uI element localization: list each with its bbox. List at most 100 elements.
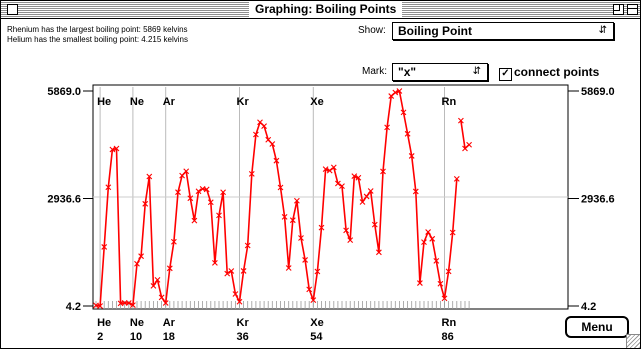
resize-grow-box[interactable]	[626, 334, 640, 348]
point-mark	[429, 235, 436, 242]
show-label: Show:	[358, 25, 386, 36]
bottom-element-symbol: Rn	[442, 317, 457, 329]
show-popup-value: Boiling Point	[398, 24, 472, 38]
y-tick-label: 2936.6	[47, 194, 81, 206]
point-mark	[138, 253, 144, 260]
point-mark	[400, 109, 407, 116]
point-mark	[130, 302, 136, 309]
point-mark	[175, 189, 181, 196]
zoom-box[interactable]	[613, 4, 624, 15]
top-element-label: Ne	[130, 96, 144, 108]
bottom-element-labels: He 2 Ne 10 Ar 18 Kr 36 Xe 54 Rn 86	[97, 317, 456, 343]
point-mark	[367, 188, 374, 194]
series-line	[95, 90, 458, 307]
point-mark	[179, 172, 185, 179]
bottom-element-number: 10	[130, 331, 142, 343]
y-tick-label: 5869.0	[47, 86, 81, 98]
point-mark	[314, 268, 321, 275]
point-mark	[232, 291, 239, 297]
point-mark	[351, 173, 358, 180]
menu-button[interactable]: Menu	[565, 316, 629, 338]
point-mark	[97, 303, 103, 309]
point-mark	[154, 276, 161, 283]
point-mark	[212, 260, 218, 266]
bottom-element-symbol: Kr	[237, 317, 250, 329]
point-mark	[191, 217, 198, 224]
connect-points-label[interactable]: connect points	[514, 65, 600, 79]
collapse-box[interactable]	[627, 4, 638, 15]
point-mark	[449, 229, 456, 236]
y-tick-label: 5869.0	[581, 86, 615, 98]
largest-info-text: Rhenium has the largest boiling point: 5…	[7, 25, 188, 34]
point-mark	[355, 174, 362, 181]
point-mark	[298, 235, 304, 241]
point-mark	[158, 294, 165, 301]
mark-popup[interactable]: "x" ⇵	[392, 63, 488, 81]
point-mark	[441, 295, 448, 302]
show-popup[interactable]: Boiling Point ⇵	[392, 22, 614, 40]
point-mark	[359, 199, 366, 205]
point-mark	[236, 298, 243, 305]
point-mark	[281, 213, 288, 220]
point-mark	[195, 188, 202, 195]
point-mark	[248, 170, 255, 177]
point-mark	[330, 164, 337, 171]
close-box[interactable]	[7, 4, 18, 15]
point-mark	[253, 131, 259, 138]
point-mark	[458, 117, 464, 124]
point-mark	[392, 89, 399, 96]
connect-points-checkbox[interactable]: ✓	[499, 68, 512, 81]
y-tick-label: 4.2	[581, 301, 596, 313]
bottom-element-number: 2	[97, 331, 103, 343]
point-mark	[380, 168, 386, 175]
bottom-element-number: 86	[442, 331, 454, 343]
bottom-element-symbol: He	[97, 317, 111, 329]
point-mark	[302, 257, 308, 263]
top-element-label: Xe	[310, 96, 323, 108]
point-mark	[228, 268, 235, 274]
point-mark	[240, 268, 247, 274]
point-mark	[310, 297, 317, 303]
point-mark	[269, 141, 276, 147]
point-mark	[244, 242, 251, 249]
point-mark	[171, 238, 177, 245]
check-mark-icon: ✓	[501, 68, 510, 79]
point-mark	[216, 212, 222, 219]
point-mark	[437, 280, 444, 287]
point-mark	[289, 217, 296, 224]
bottom-element-number: 36	[237, 331, 249, 343]
point-mark	[339, 183, 345, 190]
point-mark	[183, 168, 190, 175]
bottom-element-symbol: Ar	[163, 317, 176, 329]
point-mark	[109, 146, 116, 153]
popup-arrows-icon: ⇵	[598, 25, 607, 36]
point-mark	[371, 221, 378, 228]
point-mark	[207, 199, 214, 206]
point-marks	[93, 88, 472, 309]
point-mark	[277, 184, 284, 191]
point-mark	[466, 141, 472, 148]
point-mark	[105, 184, 112, 191]
point-mark	[224, 270, 231, 277]
series-lines	[95, 90, 470, 307]
point-mark	[261, 123, 267, 129]
point-mark	[322, 166, 329, 173]
top-element-label: Kr	[237, 96, 250, 108]
point-mark	[445, 268, 452, 275]
top-element-labels: He Ne Ar Kr Xe Rn	[97, 96, 456, 108]
popup-arrows-icon: ⇵	[472, 66, 481, 77]
top-element-label: Rn	[442, 96, 457, 108]
series-line	[460, 120, 470, 150]
point-mark	[101, 244, 108, 250]
y-axis-left-ticks: 5869.0 2936.6 4.2	[47, 86, 93, 313]
title-bar[interactable]: Graphing: Boiling Points	[1, 1, 640, 19]
point-mark	[318, 224, 325, 231]
top-element-label: Ar	[163, 96, 176, 108]
point-mark	[363, 193, 370, 200]
bottom-element-symbol: Xe	[310, 317, 323, 329]
window-title: Graphing: Boiling Points	[249, 2, 403, 17]
point-mark	[294, 197, 300, 204]
point-mark	[347, 237, 354, 243]
